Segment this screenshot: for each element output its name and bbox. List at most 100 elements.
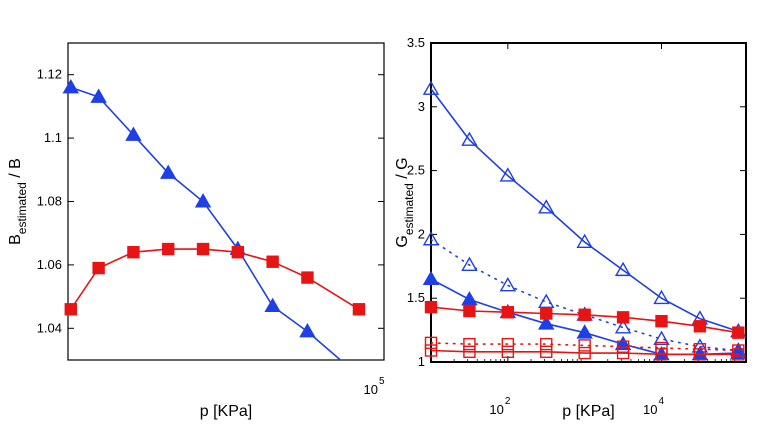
y-axis-label-tail: / G	[394, 157, 411, 183]
x-tick-label-exponent: 2	[505, 396, 511, 407]
series-line	[70, 86, 342, 360]
square-marker	[424, 336, 438, 350]
triangle-marker	[614, 261, 632, 277]
y-tick-label: 1	[418, 354, 425, 369]
square-marker	[732, 348, 745, 361]
series-line	[70, 248, 360, 311]
square-marker	[540, 345, 553, 358]
x-tick-label-base: 10	[489, 402, 503, 417]
square-marker	[501, 345, 515, 358]
square-marker	[616, 346, 630, 360]
triangle-marker	[538, 199, 555, 214]
square-marker	[578, 308, 591, 321]
triangle-marker	[614, 319, 632, 334]
triangle-marker	[422, 270, 440, 286]
y-tick-label: 1.12	[37, 67, 62, 82]
x-axis-label: p [KPa]	[200, 403, 252, 420]
y-axis-label-main: G	[394, 235, 411, 247]
square-marker	[501, 306, 515, 319]
triangle-marker	[299, 323, 316, 338]
triangle-marker	[653, 289, 670, 305]
triangle-marker	[62, 78, 79, 94]
x-tick-label-exponent: 4	[658, 396, 664, 407]
triangle-marker	[461, 131, 478, 146]
square-marker	[231, 246, 245, 259]
triangle-marker	[125, 126, 142, 141]
triangle-marker	[90, 88, 107, 103]
triangle-marker	[653, 330, 670, 345]
series-red-open-squares-solid	[424, 344, 745, 361]
y-tick-label: 1.5	[407, 290, 425, 305]
square-marker	[655, 341, 668, 355]
y-axis-label: Bestimated / B	[7, 158, 29, 245]
series-line	[431, 349, 740, 356]
series-red-squares	[64, 242, 366, 316]
plot-frame	[67, 42, 385, 361]
y-tick-label: 1.04	[37, 320, 62, 335]
series-line	[431, 88, 740, 333]
triangle-marker	[160, 164, 177, 179]
square-marker	[64, 303, 77, 316]
square-marker	[266, 255, 279, 268]
square-marker	[655, 348, 668, 361]
triangle-marker	[538, 293, 555, 308]
y-tick-label: 1.1	[44, 130, 62, 145]
triangle-marker	[538, 315, 555, 330]
square-marker	[301, 271, 314, 284]
series-blue-triangles	[62, 78, 342, 360]
triangle-marker	[264, 297, 281, 313]
triangle-marker	[499, 277, 517, 292]
square-marker	[127, 246, 140, 259]
y-tick-label: 1.06	[37, 257, 62, 272]
series-blue-open-triangles-solid	[422, 80, 747, 338]
y-tick-label: 3.5	[407, 35, 425, 50]
y-axis-label-tail: / B	[7, 158, 24, 182]
square-marker	[693, 348, 707, 361]
square-marker	[732, 326, 745, 339]
y-axis-label-main: B	[7, 234, 24, 245]
x-tick-label-base: 10	[643, 402, 657, 417]
plot-frame	[430, 42, 747, 363]
square-marker	[616, 340, 630, 353]
triangle-marker	[461, 256, 478, 271]
square-marker	[578, 346, 591, 360]
square-marker	[578, 339, 591, 352]
y-tick-label: 3	[418, 99, 425, 114]
square-marker	[463, 345, 476, 358]
y-tick-label: 2	[418, 226, 425, 241]
square-marker	[352, 303, 366, 316]
y-axis-label-subscript: estimated	[15, 182, 29, 234]
square-marker	[655, 314, 668, 328]
x-tick-label-exponent: 5	[379, 376, 385, 387]
triangle-marker	[422, 80, 440, 95]
square-marker	[424, 344, 438, 357]
x-tick-label-base: 10	[364, 382, 378, 397]
square-marker	[424, 300, 438, 314]
y-tick-label: 2.5	[407, 163, 425, 178]
square-marker	[162, 242, 175, 256]
square-marker	[463, 337, 476, 351]
y-axis-label-subscript: estimated	[402, 183, 416, 235]
triangle-marker	[194, 193, 212, 208]
series-red-filled-squares	[424, 300, 745, 339]
square-marker	[693, 320, 707, 333]
triangle-marker	[576, 233, 593, 249]
series-line	[431, 342, 740, 352]
triangle-marker	[422, 231, 440, 246]
triangle-marker	[461, 291, 478, 306]
left-panel: 1.04 1.06 1.08 1.1 1.12 105 p [KPa] Bestimated …	[7, 42, 385, 420]
triangle-marker	[576, 324, 593, 339]
square-marker	[540, 307, 553, 320]
triangle-marker	[499, 167, 517, 182]
square-marker	[616, 311, 630, 324]
square-marker	[501, 337, 515, 351]
square-marker	[540, 337, 553, 351]
y-axis-label: Gestimated / G	[394, 157, 416, 247]
y-tick-label: 1.08	[37, 194, 62, 209]
triangle-marker	[730, 344, 747, 360]
square-marker	[196, 242, 210, 256]
square-marker	[92, 261, 105, 275]
x-axis-label: p [KPa]	[562, 403, 614, 420]
